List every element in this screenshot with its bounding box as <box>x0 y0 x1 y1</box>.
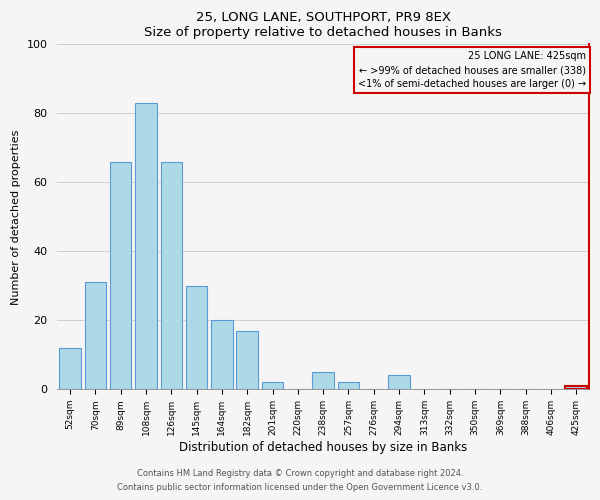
Bar <box>186 286 208 389</box>
Text: 25 LONG LANE: 425sqm
← >99% of detached houses are smaller (338)
<1% of semi-det: 25 LONG LANE: 425sqm ← >99% of detached … <box>358 52 586 90</box>
Bar <box>313 372 334 389</box>
Bar <box>262 382 283 389</box>
Title: 25, LONG LANE, SOUTHPORT, PR9 8EX
Size of property relative to detached houses i: 25, LONG LANE, SOUTHPORT, PR9 8EX Size o… <box>144 11 502 39</box>
Bar <box>338 382 359 389</box>
Bar <box>85 282 106 389</box>
Bar <box>135 103 157 389</box>
Bar <box>211 320 233 389</box>
Bar <box>59 348 81 389</box>
Text: Contains public sector information licensed under the Open Government Licence v3: Contains public sector information licen… <box>118 484 482 492</box>
Bar <box>110 162 131 389</box>
Bar <box>236 330 258 389</box>
Y-axis label: Number of detached properties: Number of detached properties <box>11 129 21 304</box>
Bar <box>161 162 182 389</box>
X-axis label: Distribution of detached houses by size in Banks: Distribution of detached houses by size … <box>179 441 467 454</box>
Bar <box>565 386 587 389</box>
Text: Contains HM Land Registry data © Crown copyright and database right 2024.: Contains HM Land Registry data © Crown c… <box>137 468 463 477</box>
Bar <box>388 376 410 389</box>
